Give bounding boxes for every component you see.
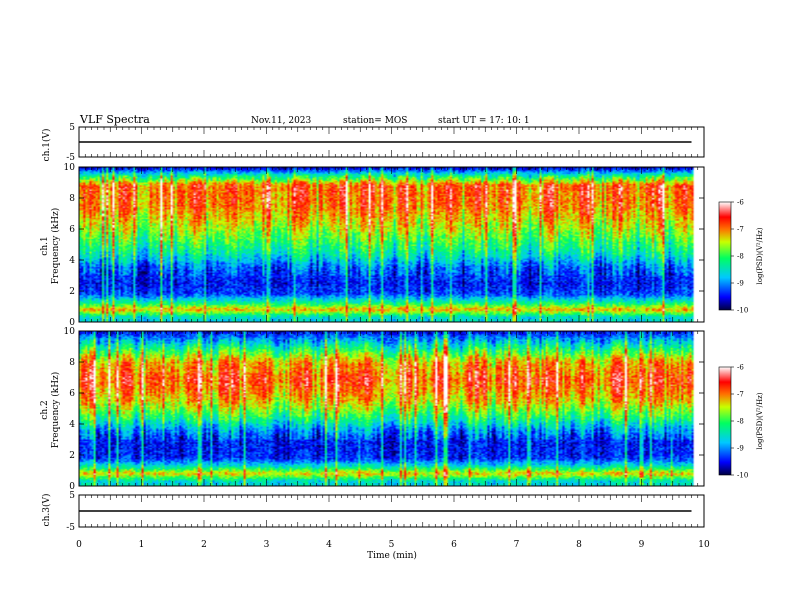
colorbar-tick-label: -7	[737, 391, 744, 399]
colorbar-tick-label: -6	[737, 199, 744, 207]
x-tick-label: 4	[326, 540, 332, 550]
ch2-spec-ylabel-bottom: Frequency (kHz)	[50, 372, 61, 449]
ch1-spec-ylabel-bottom: Frequency (kHz)	[50, 208, 61, 285]
y-tick-label: 2	[69, 451, 75, 461]
colorbar-tick-label: -7	[737, 226, 744, 234]
ch3-waveform-panel: 5 -50 1 2 3 4 5 6 7 8 9 10	[66, 491, 710, 550]
y-tick-label: -5	[66, 523, 75, 533]
colorbar-tick-label: -6	[737, 364, 744, 372]
station-label: station= MOS	[343, 116, 407, 126]
ch1-waveform-ylabel: ch.1(V)	[41, 129, 52, 162]
ch2-spectrogram-image	[79, 331, 704, 486]
ch2-colorbar-gradient	[718, 366, 732, 476]
y-tick-label: 5	[69, 491, 75, 501]
colorbar-tick-label: -10	[737, 472, 748, 480]
ch1-spectrogram-image	[79, 167, 704, 322]
colorbar-tick-label: -10	[737, 307, 748, 315]
y-tick-label: 2	[69, 287, 75, 297]
ch1-spec-ylabel-top: ch.1	[40, 236, 50, 255]
x-tick-label: 0	[76, 540, 82, 550]
start-ut-label: start UT = 17: 10: 1	[438, 116, 530, 126]
y-tick-label: -5	[66, 153, 75, 163]
ch2-spec-ylabel-top: ch.2	[40, 400, 50, 419]
figure-title: VLF Spectra	[79, 113, 150, 126]
ch2-colorbar: -6 -7 -8 -9 -10 log(PSD)(V²/Hz)	[718, 364, 764, 480]
x-tick-label: 7	[514, 540, 520, 550]
y-tick-label: 6	[69, 389, 75, 399]
date-label: Nov.11, 2023	[251, 116, 312, 126]
y-tick-label: 10	[64, 327, 76, 337]
y-tick-label: 8	[69, 358, 75, 368]
y-tick-label: 0	[69, 482, 75, 492]
ch3-waveform-ylabel: ch.3(V)	[41, 494, 52, 527]
ch1-waveform-panel: 5 -5	[66, 123, 705, 163]
x-tick-label: 5	[389, 540, 395, 550]
ch1-colorbar-label: log(PSD)(V²/Hz)	[756, 227, 764, 284]
y-tick-label: 6	[69, 225, 75, 235]
y-tick-label: 5	[69, 123, 75, 133]
x-tick-label: 10	[698, 540, 710, 550]
ch1-colorbar-gradient	[718, 201, 732, 311]
x-tick-label: 1	[139, 540, 145, 550]
colorbar-tick-label: -8	[737, 418, 744, 426]
x-tick-label: 6	[451, 540, 457, 550]
colorbar-tick-label: -9	[737, 280, 744, 288]
x-tick-label: 8	[576, 540, 582, 550]
x-tick-label: 3	[264, 540, 270, 550]
colorbar-tick-label: -9	[737, 445, 744, 453]
ch2-spectrogram-panel: 0 2 4 6 8 10	[64, 327, 705, 492]
x-axis-label: Time (min)	[367, 550, 417, 561]
y-tick-label: 0	[69, 318, 75, 328]
ch1-colorbar: -6 -7 -8 -9 -10 log(PSD)(V²/Hz)	[718, 199, 764, 315]
x-tick-label: 2	[201, 540, 207, 550]
y-tick-label: 8	[69, 194, 75, 204]
x-tick-label: 9	[639, 540, 645, 550]
y-tick-label: 4	[69, 256, 75, 266]
ch1-spectrogram-panel: 0 2 4 6 8 10	[64, 163, 705, 328]
y-tick-label: 4	[69, 420, 75, 430]
y-tick-label: 10	[64, 163, 76, 173]
ch2-colorbar-label: log(PSD)(V²/Hz)	[756, 392, 764, 449]
colorbar-tick-label: -8	[737, 253, 744, 261]
